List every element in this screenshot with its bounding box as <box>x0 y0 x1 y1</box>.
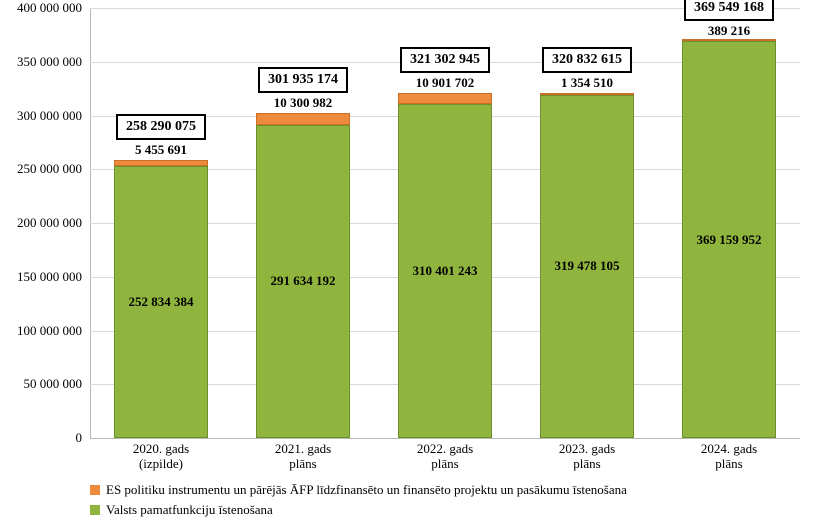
bar-segment-es <box>682 39 776 41</box>
legend-swatch <box>90 485 100 495</box>
y-tick-label: 250 000 000 <box>17 161 82 177</box>
value-label-valsts: 369 159 952 <box>635 232 813 248</box>
legend: ES politiku instrumentu un pārējās ĀFP l… <box>90 482 800 522</box>
total-box: 320 832 615 <box>542 47 632 73</box>
y-tick-label: 50 000 000 <box>24 376 83 392</box>
value-label-es: 1 354 510 <box>493 75 680 91</box>
total-box: 321 302 945 <box>400 47 490 73</box>
bar-segment-es <box>540 93 634 95</box>
x-tick-label: 2020. gads(izpilde) <box>90 442 232 472</box>
x-tick-label: 2022. gadsplāns <box>374 442 516 472</box>
y-tick-label: 300 000 000 <box>17 108 82 124</box>
y-tick-label: 150 000 000 <box>17 269 82 285</box>
bar-group: 369 159 952389 216 <box>682 8 776 438</box>
gridline <box>90 438 800 439</box>
x-tick-label: 2021. gadsplāns <box>232 442 374 472</box>
total-box: 301 935 174 <box>258 67 348 93</box>
plot-area: 252 834 3845 455 691258 290 075291 634 1… <box>90 8 800 438</box>
total-box: 369 549 168 <box>684 0 774 21</box>
y-tick-label: 100 000 000 <box>17 323 82 339</box>
y-axis: 050 000 000100 000 000150 000 000200 000… <box>0 8 88 438</box>
y-tick-label: 0 <box>76 430 83 446</box>
bar-group: 252 834 3845 455 691 <box>114 8 208 438</box>
legend-label: ES politiku instrumentu un pārējās ĀFP l… <box>106 482 627 498</box>
y-tick-label: 350 000 000 <box>17 54 82 70</box>
y-tick-label: 200 000 000 <box>17 215 82 231</box>
legend-item-es: ES politiku instrumentu un pārējās ĀFP l… <box>90 482 800 498</box>
bar-segment-es <box>114 160 208 166</box>
legend-label: Valsts pamatfunkciju īstenošana <box>106 502 273 518</box>
legend-swatch <box>90 505 100 515</box>
budget-stacked-bar-chart: 0 50 000 000 100 000 000 150 000 000 200 000… <box>0 0 813 525</box>
value-label-es: 389 216 <box>635 23 813 39</box>
legend-item-valsts: Valsts pamatfunkciju īstenošana <box>90 502 800 518</box>
x-axis: 2020. gads(izpilde)2021. gadsplāns2022. … <box>90 442 800 478</box>
total-box: 258 290 075 <box>116 114 206 140</box>
value-label-valsts: 252 834 384 <box>67 294 254 310</box>
x-tick-label: 2023. gadsplāns <box>516 442 658 472</box>
y-tick-label: 400 000 000 <box>17 0 82 16</box>
x-tick-label: 2024. gadsplāns <box>658 442 800 472</box>
value-label-valsts: 319 478 105 <box>493 258 680 274</box>
value-label-es: 5 455 691 <box>67 142 254 158</box>
bar-segment-es <box>256 113 350 124</box>
value-label-es: 10 300 982 <box>209 95 396 111</box>
bar-segment-es <box>398 93 492 105</box>
